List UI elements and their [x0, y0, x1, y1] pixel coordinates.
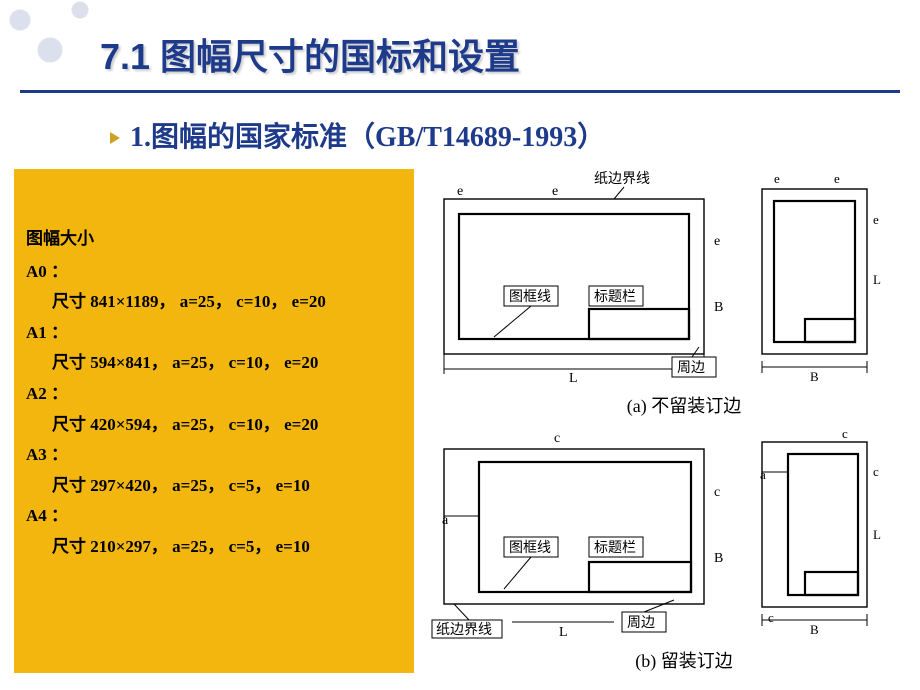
size-row-a0: A0 ： 尺寸 841×1189， a=25， c=10， e=20: [26, 257, 404, 318]
svg-text:e: e: [552, 184, 558, 199]
caption-a: (a) 不留装订边: [424, 392, 904, 418]
svg-text:e: e: [714, 234, 720, 249]
size-label: A2 ：: [26, 379, 404, 410]
content-row: 图幅大小 A0 ： 尺寸 841×1189， a=25， c=10， e=20 …: [0, 169, 920, 673]
svg-text:c: c: [714, 485, 720, 500]
size-label: A1 ：: [26, 318, 404, 349]
svg-text:B: B: [810, 622, 819, 637]
svg-text:L: L: [873, 527, 881, 542]
svg-text:e: e: [873, 212, 879, 227]
lbl-paper-edge: 纸边界线: [594, 171, 650, 187]
svg-text:标题栏: 标题栏: [594, 540, 636, 556]
size-row-a2: A2 ： 尺寸 420×594， a=25， c=10， e=20: [26, 379, 404, 440]
diagrams-column: 纸边界线 图框线 标题栏 e e e B: [414, 169, 904, 673]
diagram-row-a: 纸边界线 图框线 标题栏 e e e B: [424, 169, 904, 384]
slide-title: 7.1 图幅尺寸的国标和设置: [0, 0, 920, 86]
diagram-b-portrait: a c c L B c: [750, 424, 900, 639]
caption-b: (b) 留装订边: [424, 647, 904, 673]
svg-text:c: c: [873, 464, 879, 479]
size-dims: 尺寸 594×841， a=25， c=10， e=20: [26, 348, 404, 379]
diagram-b-landscape: c a c B 图框线 标题栏 纸边界线: [424, 424, 734, 639]
size-dims: 尺寸 210×297， a=25， c=5， e=10: [26, 532, 404, 563]
box-header: 图幅大小: [26, 224, 404, 255]
svg-text:e: e: [834, 171, 840, 186]
subtitle-text: 1.图幅的国家标准（GB/T14689-1993）: [130, 122, 605, 153]
lbl-frame: 图框线: [509, 289, 551, 305]
svg-text:c: c: [842, 426, 848, 441]
diagram-a-landscape: 纸边界线 图框线 标题栏 e e e B: [424, 169, 734, 384]
svg-text:e: e: [774, 171, 780, 186]
size-row-a4: A4 ： 尺寸 210×297， a=25， c=5， e=10: [26, 501, 404, 562]
svg-text:纸边界线: 纸边界线: [436, 622, 492, 638]
svg-text:a: a: [442, 513, 449, 528]
svg-text:c: c: [554, 431, 560, 446]
lbl-title: 标题栏: [594, 289, 636, 305]
svg-text:c: c: [768, 610, 774, 625]
paper-sizes-box: 图幅大小 A0 ： 尺寸 841×1189， a=25， c=10， e=20 …: [14, 169, 414, 673]
size-dims: 尺寸 841×1189， a=25， c=10， e=20: [26, 287, 404, 318]
subtitle-row: 1.图幅的国家标准（GB/T14689-1993）: [0, 93, 920, 155]
size-label: A0 ：: [26, 257, 404, 288]
size-dims: 尺寸 297×420， a=25， c=5， e=10: [26, 471, 404, 502]
bullet-icon: [110, 132, 120, 144]
svg-text:L: L: [559, 625, 568, 639]
svg-text:图框线: 图框线: [509, 540, 551, 556]
svg-text:B: B: [714, 551, 723, 566]
size-label: A4 ：: [26, 501, 404, 532]
diagram-a-portrait: e e e L B: [750, 169, 900, 384]
svg-text:L: L: [873, 272, 881, 287]
svg-text:B: B: [810, 369, 819, 384]
diagram-row-b: c a c B 图框线 标题栏 纸边界线: [424, 424, 904, 639]
size-row-a3: A3 ： 尺寸 297×420， a=25， c=5， e=10: [26, 440, 404, 501]
size-row-a1: A1 ： 尺寸 594×841， a=25， c=10， e=20: [26, 318, 404, 379]
svg-text:L: L: [569, 371, 578, 384]
svg-text:周边: 周边: [627, 615, 655, 631]
svg-text:周边: 周边: [677, 360, 705, 376]
svg-text:e: e: [457, 184, 463, 199]
size-label: A3 ：: [26, 440, 404, 471]
svg-text:B: B: [714, 300, 723, 315]
size-dims: 尺寸 420×594， a=25， c=10， e=20: [26, 410, 404, 441]
svg-text:a: a: [760, 467, 766, 482]
